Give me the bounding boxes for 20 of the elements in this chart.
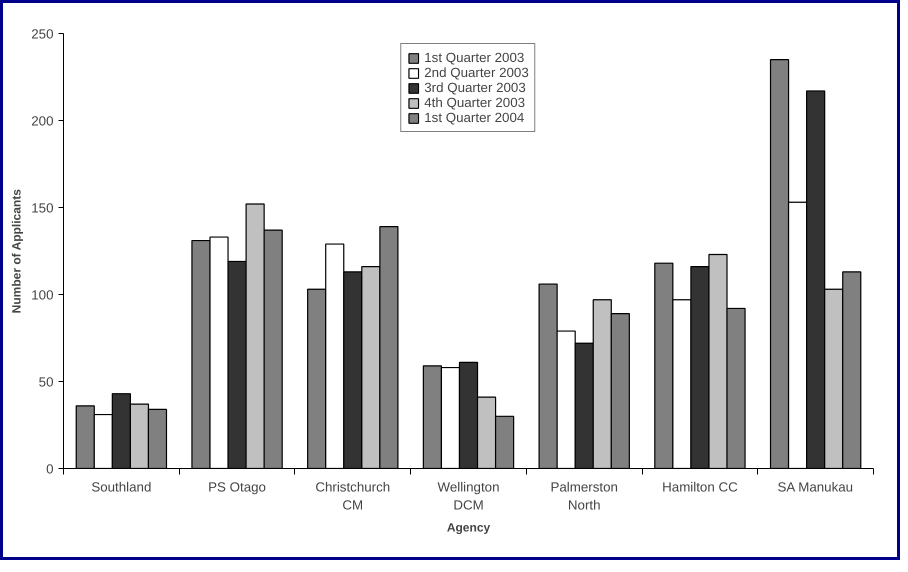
legend-label: 3rd Quarter 2003	[424, 80, 526, 95]
x-tick-label: PS Otago	[208, 480, 266, 494]
x-axis-title: Agency	[446, 520, 490, 534]
x-tick-label: Southland	[91, 480, 152, 494]
legend-label: 4th Quarter 2003	[424, 95, 526, 110]
y-tick-label: 0	[46, 462, 54, 476]
legend-label: 1st Quarter 2003	[424, 50, 524, 65]
y-tick-label: 50	[38, 374, 54, 390]
y-tick-label: 200	[31, 114, 54, 128]
x-tick-label: Palmerston North	[550, 480, 618, 512]
legend-label: 1st Quarter 2004	[424, 110, 524, 125]
y-tick-label: 250	[31, 26, 54, 42]
y-axis-title: Number of Applicants	[9, 188, 24, 314]
x-tick-label: Wellington DCM	[438, 480, 500, 512]
x-tick-label: Christchurch CM	[315, 480, 390, 512]
x-tick-label: Hamilton CC	[662, 480, 738, 494]
x-tick-label: SA Manukau	[777, 480, 854, 494]
legend-label: 2nd Quarter 2003	[424, 65, 529, 80]
y-tick-label: 150	[31, 200, 54, 216]
y-tick-label: 100	[31, 288, 54, 302]
